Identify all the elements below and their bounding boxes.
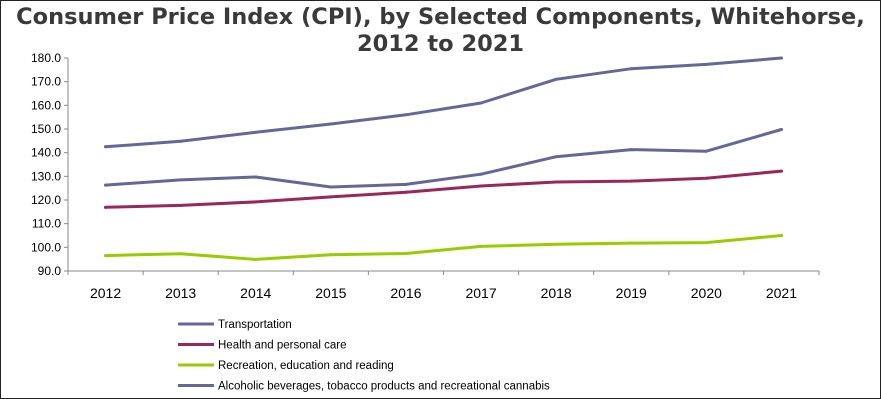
data-point — [254, 200, 258, 204]
data-point — [179, 178, 183, 182]
data-point — [629, 241, 633, 245]
series-line-1 — [104, 128, 783, 189]
data-point — [179, 139, 183, 143]
series-line-4 — [104, 56, 783, 149]
data-point — [704, 149, 708, 153]
data-point — [629, 67, 633, 71]
legend-label: Health and personal care — [218, 340, 347, 352]
data-point — [479, 244, 483, 248]
x-tick-label: 2018 — [541, 285, 572, 301]
data-point — [479, 184, 483, 188]
data-point — [554, 155, 558, 159]
data-point — [179, 203, 183, 207]
chart-title-line2: 2012 to 2021 — [356, 31, 525, 57]
data-point — [104, 183, 108, 187]
x-tick-label: 2019 — [616, 285, 647, 301]
data-point — [404, 182, 408, 186]
data-point — [779, 56, 783, 60]
data-point — [404, 251, 408, 255]
data-point — [629, 148, 633, 152]
data-point — [779, 234, 783, 237]
y-tick-label: 160.0 — [31, 98, 61, 112]
y-tick-label: 130.0 — [31, 169, 61, 183]
data-point — [704, 176, 708, 180]
data-point — [779, 169, 783, 173]
y-tick-label: 180.0 — [31, 51, 61, 65]
data-point — [104, 145, 108, 149]
data-point — [554, 77, 558, 81]
chart-title-line1: Consumer Price Index (CPI), by Selected … — [16, 4, 865, 30]
y-tick-label: 100.0 — [31, 240, 61, 254]
data-point — [704, 62, 708, 66]
series-line-3 — [104, 234, 783, 261]
x-tick-label: 2017 — [465, 285, 496, 301]
x-tick-label: 2015 — [315, 285, 346, 301]
data-point — [329, 122, 333, 126]
data-point — [254, 175, 258, 179]
data-point — [329, 253, 333, 257]
data-point — [554, 180, 558, 184]
data-point — [404, 113, 408, 117]
y-tick-label: 170.0 — [31, 75, 61, 89]
data-point — [779, 127, 783, 131]
data-point — [179, 252, 183, 256]
data-point — [254, 130, 258, 134]
data-point — [629, 179, 633, 183]
y-tick-label: 140.0 — [31, 146, 61, 160]
legend-label: Alcoholic beverages, tobacco products an… — [218, 381, 550, 393]
x-tick-label: 2020 — [691, 285, 722, 301]
data-point — [404, 190, 408, 194]
data-point — [479, 172, 483, 176]
data-point — [329, 195, 333, 199]
data-point — [554, 242, 558, 246]
x-tick-label: 2013 — [165, 285, 196, 301]
series-line-2 — [104, 169, 783, 209]
x-tick-label: 2014 — [240, 285, 271, 301]
data-point — [254, 257, 258, 261]
legend-label: Recreation, education and reading — [218, 360, 394, 372]
x-tick-label: 2012 — [90, 285, 121, 301]
data-point — [704, 241, 708, 245]
y-tick-label: 120.0 — [31, 193, 61, 207]
data-point — [104, 254, 108, 258]
y-tick-label: 110.0 — [32, 217, 61, 231]
data-point — [104, 205, 108, 209]
data-point — [479, 101, 483, 105]
x-tick-label: 2016 — [390, 285, 421, 301]
y-tick-label: 90.0 — [38, 264, 62, 278]
data-point — [329, 185, 333, 189]
y-tick-label: 150.0 — [31, 122, 61, 136]
x-tick-label: 2021 — [766, 285, 797, 301]
legend-label: Transportation — [218, 319, 292, 331]
